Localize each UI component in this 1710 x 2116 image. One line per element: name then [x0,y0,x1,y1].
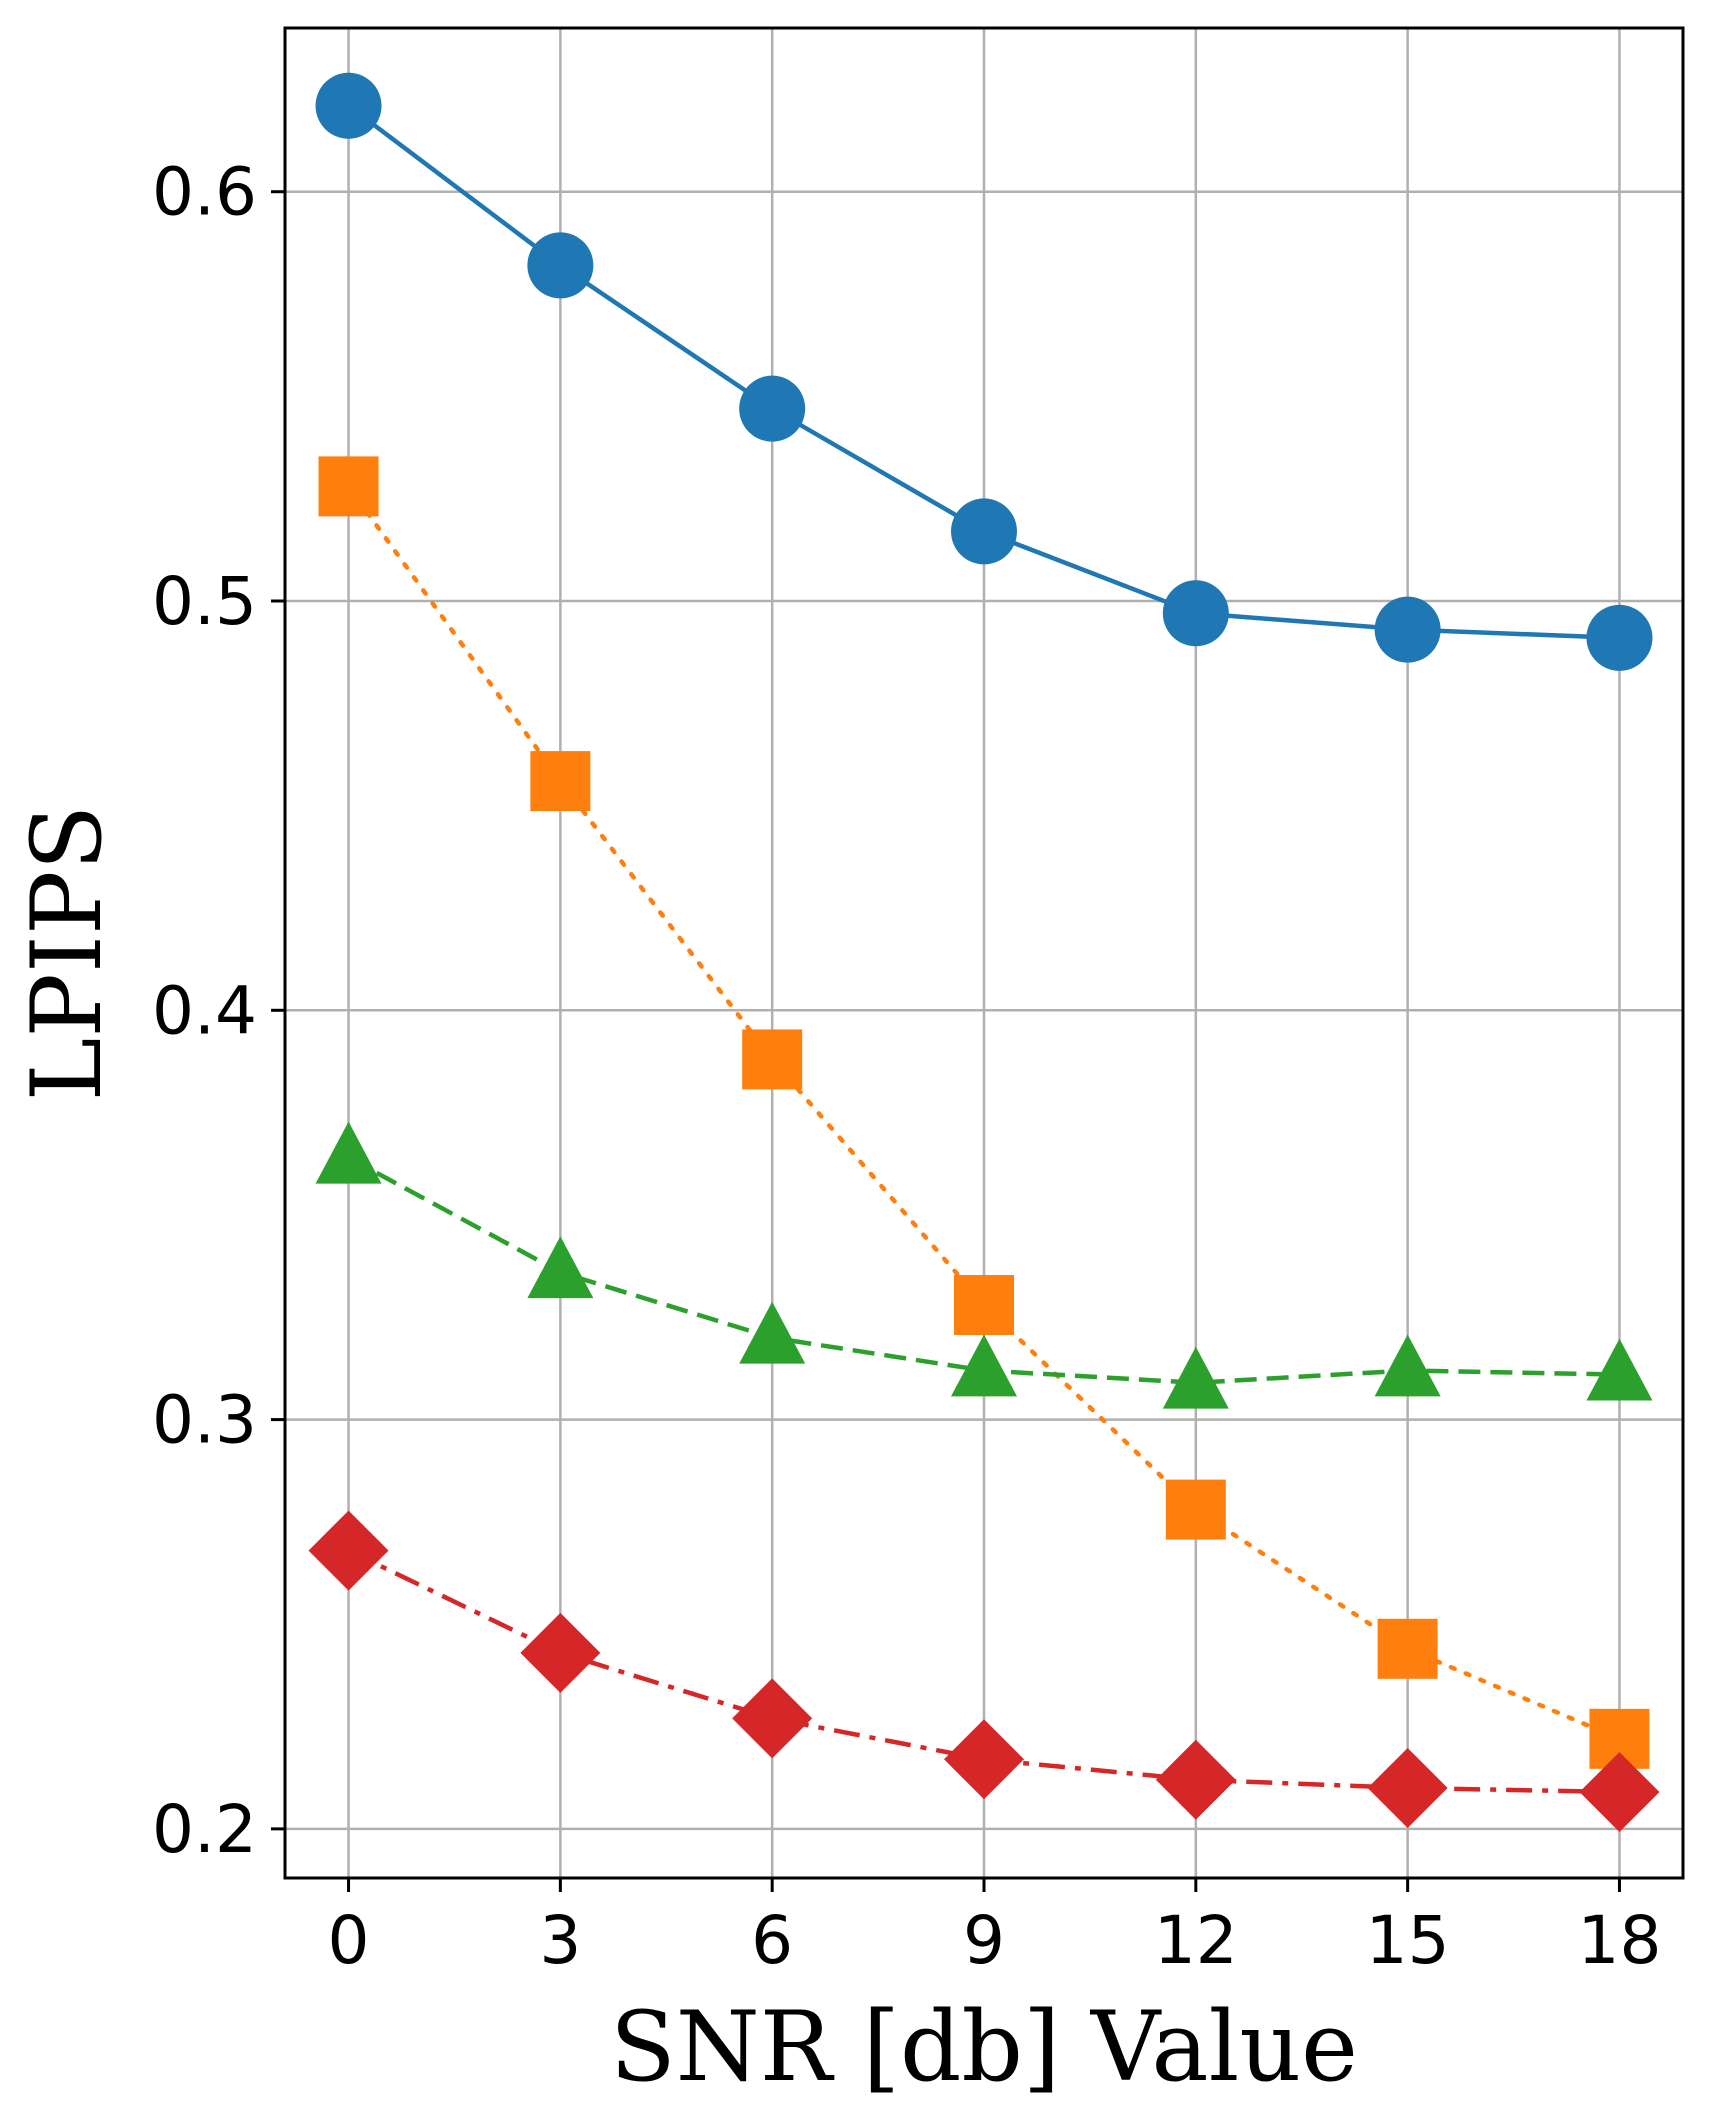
data-point-triangle [1374,1334,1441,1397]
data-point-diamond [944,1719,1024,1800]
grid-layer [285,28,1683,1878]
data-point-triangle [951,1334,1017,1397]
data-point-square [1377,1618,1438,1679]
x-axis-title: SNR [db] Value [610,1991,1358,2103]
data-point-circle [1586,604,1653,671]
data-point-diamond [732,1678,813,1759]
data-point-triangle [1162,1346,1229,1409]
data-point-circle [527,232,594,299]
y-tick-label: 0.4 [152,972,257,1049]
series-diamond-group [308,1510,1660,1833]
series-layer [308,72,1660,1833]
data-point-circle [739,375,806,442]
data-point-circle [951,498,1017,565]
y-tick-label: 0.5 [152,563,257,640]
data-point-circle [315,72,382,139]
y-axis-title: LPIPS [11,805,123,1102]
series-triangle-group [315,1121,1653,1409]
y-tick-label: 0.6 [152,154,257,231]
tick-layer: 0 3 6 9 12 15 18 0.2 0.3 0.4 0.5 0.6 [152,154,1661,1979]
series-square-group [318,456,1650,1769]
data-point-triangle [739,1301,806,1364]
data-point-diamond [1155,1739,1236,1820]
data-point-triangle [315,1121,382,1184]
data-point-square [318,456,379,517]
x-tick-label: 12 [1154,1902,1238,1979]
x-tick-label: 6 [751,1902,793,1979]
data-point-triangle [527,1236,594,1299]
x-tick-label: 3 [539,1902,581,1979]
data-point-diamond [1367,1747,1448,1828]
x-tick-label: 9 [963,1902,1005,1979]
data-point-square [1165,1479,1226,1540]
x-tick-label: 15 [1366,1902,1450,1979]
data-point-circle [1162,580,1229,647]
y-tick-label: 0.3 [152,1382,257,1459]
data-point-diamond [1579,1752,1660,1833]
series-circle-group [315,72,1653,671]
x-tick-label: 0 [328,1902,370,1979]
y-tick-label: 0.2 [152,1791,257,1868]
x-tick-label: 18 [1577,1902,1661,1979]
data-point-square [954,1274,1014,1335]
data-point-triangle [1586,1338,1653,1401]
data-point-diamond [520,1612,601,1693]
data-point-square [742,1029,803,1090]
data-point-square [530,751,591,812]
data-point-circle [1374,596,1441,663]
data-point-diamond [308,1510,389,1591]
